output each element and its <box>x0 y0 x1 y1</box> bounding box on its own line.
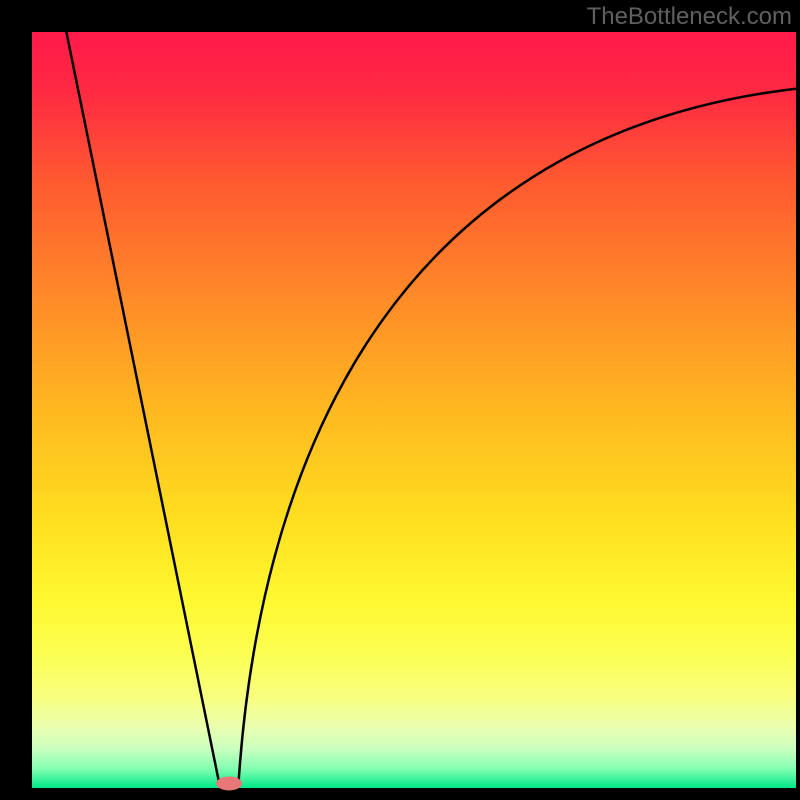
watermark-text: TheBottleneck.com <box>587 3 792 31</box>
bottleneck-chart: TheBottleneck.com <box>0 0 800 800</box>
chart-background <box>32 32 796 788</box>
optimal-point-marker <box>216 776 242 790</box>
chart-svg <box>0 0 800 800</box>
